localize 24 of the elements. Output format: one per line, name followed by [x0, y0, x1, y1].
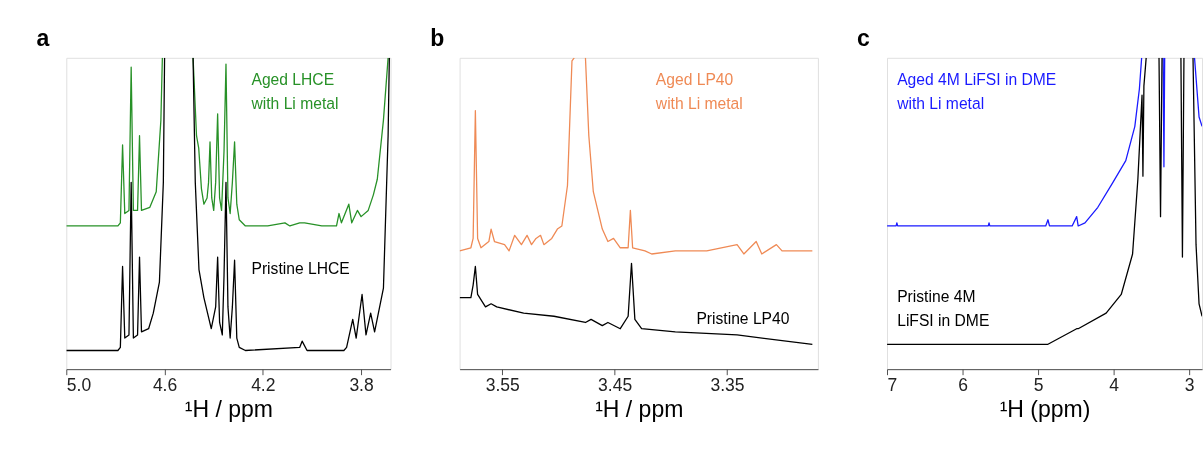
x-tick-label: 5.0 [66, 374, 92, 395]
x-tick-label: 4.6 [152, 374, 178, 395]
x-tick-label: 4.2 [251, 374, 276, 395]
x-tick-label: 5 [1033, 374, 1044, 395]
x-tick-label: 3.35 [710, 374, 745, 395]
x-tick-label: 3.55 [485, 374, 520, 395]
series-label: Pristine LHCE [251, 260, 350, 278]
text: Aged 4M LiFSI in DME with Li metal [896, 71, 1057, 113]
series-label: Aged LHCE with Li metal [250, 71, 339, 113]
x-tick-label: 3.8 [349, 374, 374, 395]
x-tick-label: 3 [1184, 374, 1195, 395]
x-axis-title: ¹H / ppm [184, 395, 274, 422]
series-label: Pristine 4M LiFSI in DME [897, 287, 990, 329]
x-axis-title: ¹H / ppm [595, 395, 684, 422]
series-label: Pristine LP40 [696, 310, 790, 328]
x-tick-label: 7 [887, 374, 898, 395]
x-tick-label: 6 [958, 374, 968, 395]
x-tick-label: 3.45 [598, 374, 633, 395]
chart-title: b [430, 24, 445, 51]
chart-title: a [36, 24, 50, 51]
x-axis-title: ¹H (ppm) [999, 395, 1091, 422]
text: Aged LP40 with Li metal [654, 71, 743, 113]
x-tick-label: 4 [1109, 374, 1120, 395]
chart-title: c [857, 24, 871, 51]
